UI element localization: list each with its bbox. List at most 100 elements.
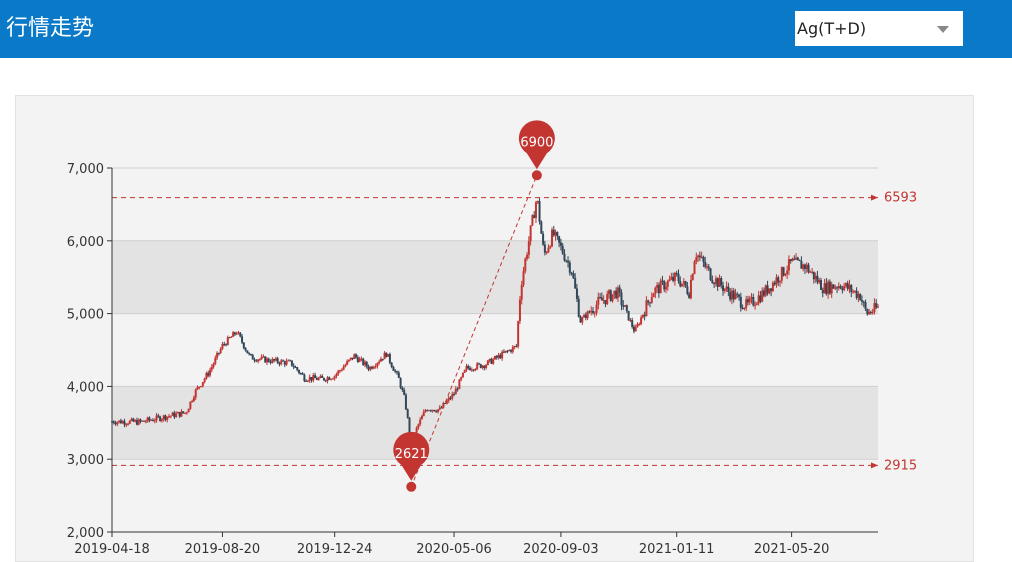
candle-body	[750, 296, 753, 299]
candle-body	[693, 261, 696, 275]
candle-body	[565, 260, 568, 262]
candle-body	[376, 362, 379, 367]
candle-body	[394, 370, 397, 372]
candle-body	[306, 380, 309, 382]
candle-body	[155, 415, 158, 421]
candle-body	[212, 363, 215, 367]
candle-body	[771, 282, 774, 292]
candle-body	[162, 415, 165, 420]
candle-body	[846, 283, 849, 289]
candle-body	[276, 358, 279, 363]
candle-body	[825, 283, 828, 294]
candle-body	[636, 324, 639, 328]
candle-body	[463, 369, 466, 373]
candle-body	[705, 266, 708, 268]
candle-body	[492, 359, 495, 364]
candle-body	[643, 314, 646, 317]
candle-body	[862, 301, 865, 303]
candle-body	[627, 310, 630, 321]
candle-body	[333, 376, 336, 379]
candle-body	[766, 285, 769, 294]
candle-body	[264, 356, 267, 363]
candle-body	[351, 357, 354, 360]
candle-body	[192, 397, 195, 401]
candle-body	[504, 350, 507, 353]
candle-body	[292, 365, 295, 368]
markers: 6900 2621	[393, 120, 555, 492]
grid-band	[112, 168, 878, 241]
candle-body	[447, 397, 450, 401]
candle-body	[551, 229, 554, 247]
candle-body	[513, 346, 516, 348]
candle-body	[754, 304, 757, 306]
candle-body	[230, 336, 233, 338]
reference-label: 6593	[884, 191, 917, 206]
candle-body	[743, 307, 746, 309]
candle-body	[770, 288, 773, 292]
candle-body	[746, 299, 749, 303]
marker-label: 2621	[395, 447, 428, 462]
candle-body	[875, 303, 878, 308]
candle-body	[166, 416, 169, 420]
candle-body	[802, 264, 805, 269]
candle-body	[755, 303, 758, 305]
candle-body	[205, 373, 208, 379]
grid-band	[112, 386, 878, 460]
candle-body	[182, 411, 185, 414]
candle-body	[524, 258, 527, 272]
candle-body	[759, 295, 762, 302]
candle-body	[287, 360, 290, 362]
candle-body	[169, 415, 172, 417]
candle-body	[312, 375, 315, 381]
candle-body	[331, 378, 334, 380]
candle-body	[265, 358, 268, 363]
candle-body	[168, 416, 171, 418]
candle-body	[727, 286, 730, 293]
axes: 2,000 3,000 4,000 5,000 6,000 7,000 2019-04-18…	[67, 162, 878, 557]
candle-body	[572, 273, 575, 279]
candle-body	[367, 366, 370, 370]
candle-body	[221, 343, 224, 349]
marker-label: 6900	[520, 135, 553, 150]
candle-body	[328, 377, 331, 380]
y-tick-label: 7,000	[67, 162, 104, 177]
candle-body	[401, 387, 404, 390]
candle-body	[624, 305, 627, 307]
candle-body	[267, 358, 270, 362]
candle-body	[342, 366, 345, 370]
candle-body	[608, 290, 611, 294]
candle-body	[244, 348, 247, 351]
candle-body	[834, 287, 837, 289]
candle-body	[798, 259, 801, 262]
candle-body	[729, 292, 732, 300]
candle-body	[173, 412, 176, 418]
grid-band	[112, 240, 878, 314]
candle-body	[860, 300, 863, 302]
x-tick-label: 2019-04-18	[74, 542, 150, 557]
candle-body	[451, 394, 454, 399]
candle-body	[315, 378, 318, 380]
candle-body	[654, 287, 657, 294]
candle-body	[593, 312, 596, 314]
candle-body	[390, 362, 393, 368]
candle-body	[515, 346, 518, 348]
candle-body	[396, 371, 399, 373]
candle-body	[226, 337, 229, 346]
candle-body	[282, 360, 285, 362]
candle-body	[850, 284, 853, 292]
candle-body	[322, 377, 325, 381]
candle-body	[499, 354, 502, 359]
candle-body	[134, 420, 137, 422]
candle-body	[542, 233, 545, 245]
candle-body	[673, 272, 676, 281]
candle-body	[353, 354, 356, 360]
candle-body	[433, 409, 436, 412]
candle-body	[171, 412, 174, 416]
candle-body	[290, 360, 293, 366]
symbol-select[interactable]: Ag(T+D)	[795, 11, 963, 46]
candle-body	[444, 403, 447, 405]
candle-body	[779, 280, 782, 283]
candle-body	[340, 369, 343, 371]
chevron-down-icon[interactable]	[937, 26, 949, 33]
candle-body	[436, 409, 439, 412]
